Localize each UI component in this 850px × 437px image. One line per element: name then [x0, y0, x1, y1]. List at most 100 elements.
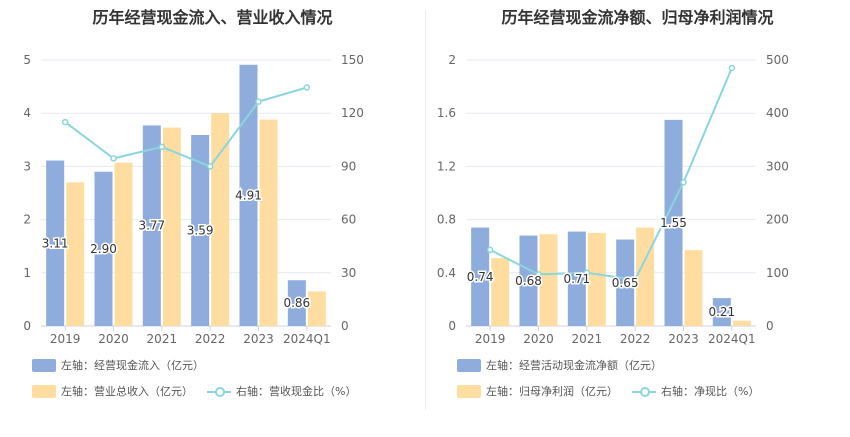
legend-label: 右轴：营收现金比（%） — [236, 385, 357, 398]
legend-swatch — [457, 384, 481, 398]
x-axis-tick-label: 2021 — [147, 332, 178, 346]
left-axis-tick-label: 1.2 — [437, 159, 456, 173]
bar — [567, 231, 586, 326]
line-point — [728, 64, 736, 72]
line-point — [486, 246, 494, 254]
bar — [471, 227, 490, 326]
legend-item[interactable]: 左轴：归母净利润（亿元） — [457, 383, 618, 399]
chart-title: 历年经营现金流净额、归母净利润情况 — [501, 8, 774, 27]
right-axis-tick-label: 30 — [341, 266, 356, 280]
bar — [142, 125, 161, 326]
legend-label: 左轴：经营现金流入（亿元） — [61, 359, 204, 372]
bar — [616, 239, 635, 326]
legend-item[interactable]: 左轴：经营活动现金流净额（亿元） — [457, 357, 662, 373]
legend-item[interactable]: 左轴：经营现金流入（亿元） — [32, 357, 204, 373]
right-axis-tick-label: 120 — [341, 106, 364, 120]
bar — [66, 182, 85, 326]
legend-row-1: 左轴：经营活动现金流净额（亿元） — [457, 357, 676, 373]
line-point — [61, 118, 69, 126]
bar-data-label: 0.71 — [563, 272, 590, 286]
right-axis-tick-label: 90 — [341, 159, 356, 173]
bar — [191, 135, 210, 326]
bar — [732, 320, 751, 326]
right-axis-tick-label: 300 — [766, 159, 789, 173]
bar — [664, 119, 683, 326]
bar — [491, 258, 510, 326]
line-point — [110, 155, 117, 162]
legend-swatch — [32, 358, 56, 372]
legend-label: 左轴：经营活动现金流净额（亿元） — [486, 359, 662, 372]
right-axis-tick-label: 200 — [766, 213, 789, 227]
bar — [114, 162, 133, 326]
bar-data-label: 4.91 — [235, 188, 262, 202]
bar — [636, 227, 655, 326]
left-axis-tick-label: 4 — [23, 106, 31, 120]
legend-swatch — [32, 384, 56, 398]
x-axis-tick-label: 2023 — [668, 332, 699, 346]
x-axis-tick-label: 2022 — [620, 332, 651, 346]
x-axis-tick-label: 2019 — [475, 332, 506, 346]
line-series — [64, 86, 308, 168]
x-axis-tick-label: 2021 — [572, 332, 603, 346]
bar-data-label: 0.21 — [708, 305, 735, 319]
right-axis-tick-label: 400 — [766, 106, 789, 120]
right-axis-tick-label: 0 — [766, 319, 774, 333]
bar-data-label: 3.77 — [138, 219, 165, 233]
legend-item[interactable]: 左轴：营业总收入（亿元） — [32, 383, 193, 399]
bar — [162, 127, 181, 327]
bar-data-label: 3.11 — [42, 236, 69, 250]
x-axis-tick-label: 2024Q1 — [283, 332, 331, 346]
chart-plot: 0 1 2 3 4 5 0 30 60 90 120 150 2019 2020 2021 2022 2023 2… — [23, 53, 364, 346]
right-axis-tick-label: 100 — [766, 266, 789, 280]
bar — [94, 171, 113, 326]
left-axis-tick-label: 2 — [23, 213, 31, 227]
x-axis-tick-label: 2020 — [98, 332, 129, 346]
line-point — [255, 98, 262, 105]
x-axis-tick-label: 2019 — [50, 332, 81, 346]
bar-data-label: 1.55 — [660, 216, 687, 230]
line-point — [206, 163, 214, 170]
legend-line-swatch — [632, 385, 656, 398]
bar-data-label: 2.90 — [90, 242, 117, 256]
left-axis-tick-label: 5 — [23, 53, 31, 67]
panel-divider — [425, 10, 426, 410]
x-axis-tick-label: 2023 — [243, 332, 274, 346]
line-point — [535, 271, 542, 278]
legend-row-1: 左轴：经营现金流入（亿元） — [32, 357, 218, 373]
chart-panel-left: 历年经营现金流入、营业收入情况 0 1 2 3 4 5 0 30 60 90 120 150 2019 2… — [23, 8, 370, 399]
bar — [307, 291, 326, 326]
right-axis-tick-label: 500 — [766, 53, 789, 67]
right-axis-tick-label: 60 — [341, 213, 356, 227]
chart-plot: 0 0.4 0.8 1.2 1.6 2 0 100 200 300 400 500 2019 2020 20… — [437, 53, 789, 346]
bar — [259, 119, 278, 326]
legend-row-2: 左轴：归母净利润（亿元） 右轴：净现比（%） — [457, 383, 773, 399]
right-axis-tick-label: 0 — [341, 319, 349, 333]
bar — [519, 235, 538, 326]
bar — [587, 232, 606, 326]
bar-data-label: 0.68 — [515, 274, 542, 288]
left-axis-tick-label: 1.6 — [437, 106, 456, 120]
bar — [46, 160, 65, 326]
legend-item[interactable]: 右轴：净现比（%） — [632, 383, 759, 399]
chart-title: 历年经营现金流入、营业收入情况 — [92, 8, 333, 27]
legend-line-swatch — [207, 385, 231, 398]
legend-swatch — [457, 358, 481, 372]
x-axis-tick-label: 2020 — [523, 332, 554, 346]
bar-data-label: 0.74 — [467, 270, 494, 284]
line-series — [489, 67, 733, 281]
bar-data-label: 0.86 — [283, 296, 310, 310]
line-point — [158, 143, 166, 151]
legend-label: 左轴：归母净利润（亿元） — [486, 385, 618, 398]
legend-row-2: 左轴：营业总收入（亿元） 右轴：营收现金比（%） — [32, 383, 370, 399]
left-axis-tick-label: 0 — [23, 319, 31, 333]
legend-item[interactable]: 右轴：营收现金比（%） — [207, 383, 356, 399]
x-axis-tick-label: 2022 — [195, 332, 226, 346]
bar — [539, 234, 558, 326]
legend-label: 左轴：营业总收入（亿元） — [61, 385, 193, 398]
left-axis-tick-label: 0.8 — [437, 213, 456, 227]
legend-label: 右轴：净现比（%） — [661, 385, 760, 398]
left-axis-tick-label: 3 — [23, 159, 31, 173]
bar-data-label: 3.59 — [187, 224, 214, 238]
line-point — [303, 84, 311, 91]
left-axis-tick-label: 0 — [448, 319, 456, 333]
